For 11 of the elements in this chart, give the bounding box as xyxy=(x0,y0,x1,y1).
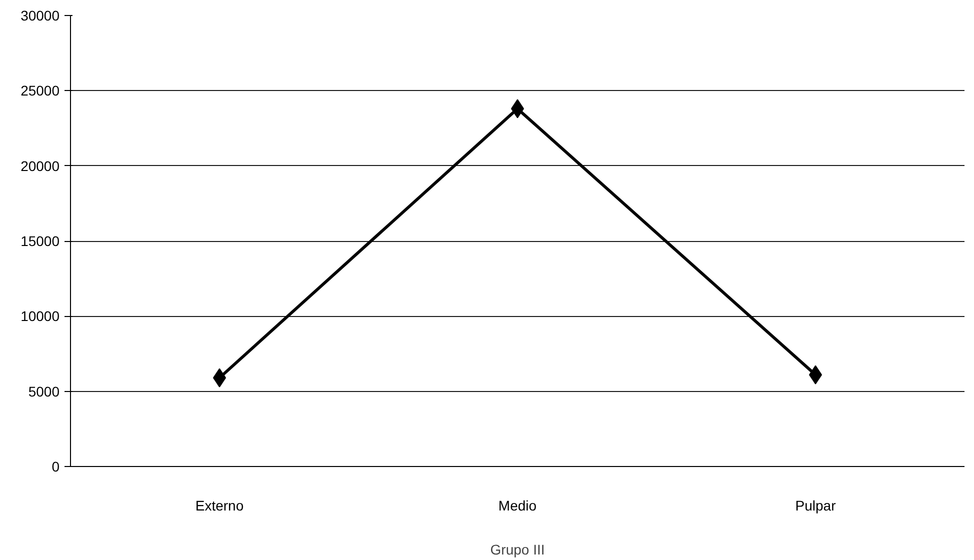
x-tick-label: Pulpar xyxy=(795,498,836,514)
y-tick-label: 25000 xyxy=(20,82,60,99)
x-axis-title: Grupo III xyxy=(490,542,545,558)
y-tick-label: 20000 xyxy=(20,158,60,174)
y-tick-label: 5000 xyxy=(28,383,60,400)
y-tick-label: 15000 xyxy=(20,233,60,249)
y-tick-label: 10000 xyxy=(20,308,60,324)
x-tick-label: Externo xyxy=(195,498,244,514)
y-tick-label: 0 xyxy=(52,458,60,474)
x-tick-label: Medio xyxy=(498,498,537,514)
y-tick-label: 30000 xyxy=(20,8,60,24)
